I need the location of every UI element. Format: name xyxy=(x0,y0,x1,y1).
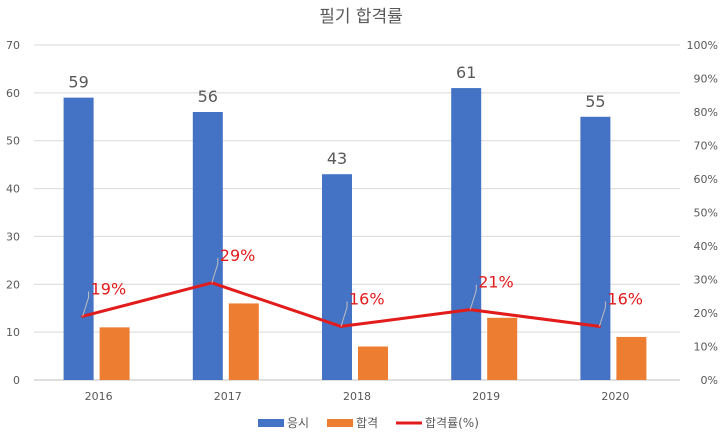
rate-data-label: 16% xyxy=(607,289,643,308)
chart-title: 필기 합격률 xyxy=(319,7,403,27)
y2-tick-label: 0% xyxy=(701,374,718,387)
bar-applicants xyxy=(192,112,223,380)
bar-data-label: 55 xyxy=(585,92,605,111)
y2-tick-label: 30% xyxy=(694,274,718,287)
bar-data-label: 59 xyxy=(68,73,88,92)
y2-tick-label: 60% xyxy=(694,173,718,186)
bar-passed xyxy=(358,346,388,380)
rate-data-label: 21% xyxy=(478,273,514,292)
bar-data-label: 56 xyxy=(198,87,218,106)
bar-passed xyxy=(487,317,518,380)
bar-passed xyxy=(99,327,130,380)
y-tick-label: 60 xyxy=(6,87,20,100)
y2-tick-label: 80% xyxy=(694,106,718,119)
bar-data-label: 43 xyxy=(327,149,347,168)
bar-data-label: 61 xyxy=(456,63,476,82)
gridlines xyxy=(34,44,680,381)
bars xyxy=(63,88,647,381)
bar-applicants xyxy=(322,174,352,380)
x-axis: 2016 2017 2018 2019 2020 xyxy=(34,379,680,403)
bar-applicants xyxy=(451,88,482,381)
y-tick-label: 50 xyxy=(6,135,20,148)
leader-line xyxy=(469,284,477,310)
y-tick-label: 20 xyxy=(6,278,20,291)
legend-swatch xyxy=(327,419,353,427)
x-tick-label: 2016 xyxy=(85,390,113,403)
legend-swatch xyxy=(258,419,284,427)
x-tick-label: 2017 xyxy=(214,390,242,403)
legend-label: 합격 xyxy=(356,416,378,430)
bar-passed xyxy=(228,303,259,380)
rate-data-label: 19% xyxy=(91,279,127,298)
y-tick-label: 70 xyxy=(6,39,20,52)
bar-applicants xyxy=(63,97,94,381)
x-tick-label: 2019 xyxy=(472,390,500,403)
right-y-axis: 0% 10% 20% 30% 40% 50% 60% 70% 80% 90% 100% xyxy=(687,39,718,387)
y2-tick-label: 50% xyxy=(694,207,718,220)
y2-tick-label: 70% xyxy=(694,140,718,153)
y2-tick-label: 10% xyxy=(694,341,718,354)
leader-line xyxy=(340,301,348,327)
leader-line xyxy=(82,291,90,317)
rate-data-label: 29% xyxy=(220,246,256,265)
y-tick-label: 0 xyxy=(13,374,20,387)
legend: 응시 합격 합격률(%) xyxy=(258,416,479,430)
data-labels: 59 56 43 61 55 19% 29% 16% 21% 16% xyxy=(68,63,643,327)
leader-line xyxy=(211,257,219,284)
bar-passed xyxy=(616,336,647,380)
y2-tick-label: 20% xyxy=(694,307,718,320)
rate-data-label: 16% xyxy=(349,289,385,308)
bar-applicants xyxy=(580,116,611,381)
left-y-axis: 0 10 20 30 40 50 60 70 xyxy=(6,39,20,387)
leader-line xyxy=(598,301,606,327)
y2-tick-label: 90% xyxy=(694,73,718,86)
y-tick-label: 30 xyxy=(6,230,20,243)
y2-tick-label: 40% xyxy=(694,240,718,253)
legend-label: 응시 xyxy=(287,416,309,430)
y2-tick-label: 100% xyxy=(687,39,718,52)
y-tick-label: 10 xyxy=(6,326,20,339)
x-tick-label: 2018 xyxy=(343,390,371,403)
legend-label: 합격률(%) xyxy=(425,416,479,430)
y-tick-label: 40 xyxy=(6,183,20,196)
x-tick-label: 2020 xyxy=(601,390,629,403)
